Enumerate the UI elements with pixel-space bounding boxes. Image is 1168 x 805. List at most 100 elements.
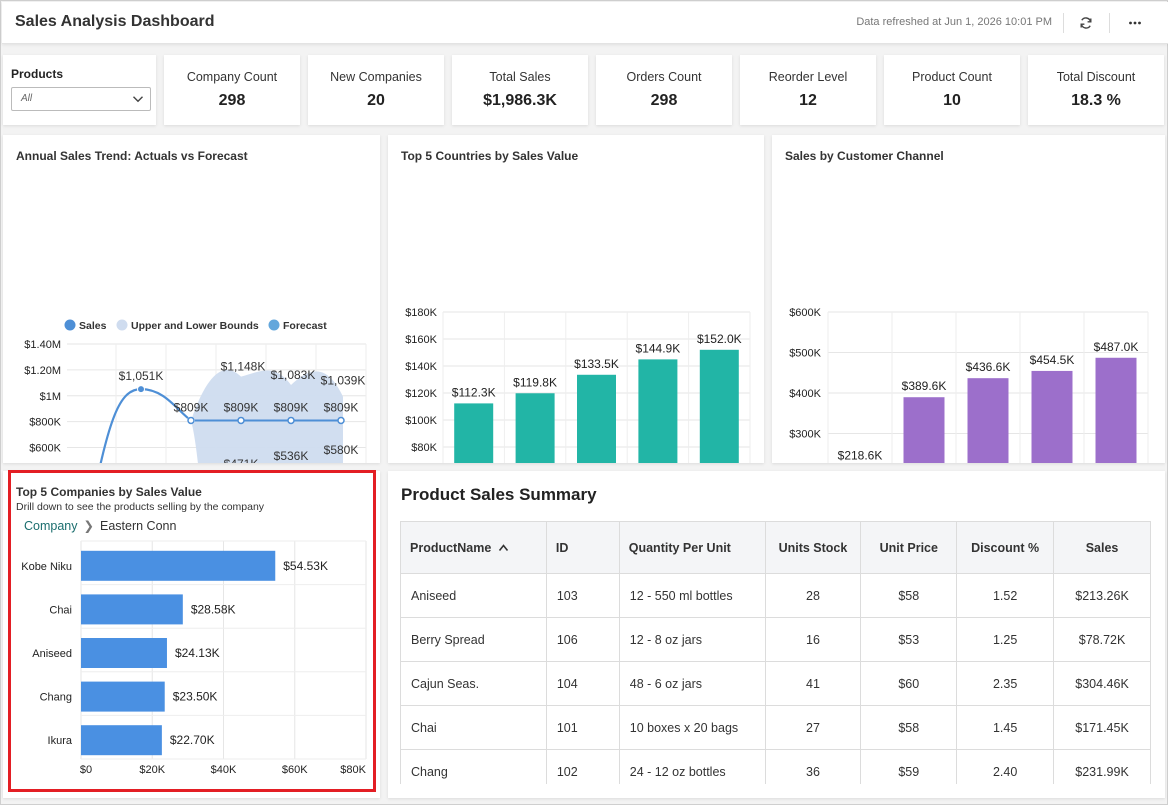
data-label: $133.5K: [574, 357, 619, 371]
cell-discount: 1.25: [956, 617, 1055, 662]
x-tick-label: $0: [80, 764, 92, 776]
kpi-label: Orders Count: [626, 70, 702, 84]
table-title: Product Sales Summary: [401, 485, 597, 504]
kpi-card-company-count: Company Count 298: [164, 55, 300, 125]
cell-quantity-per-unit: 24 - 12 oz bottles: [618, 749, 766, 784]
kpi-card-orders-count: Orders Count 298: [596, 55, 732, 125]
bar: [577, 374, 616, 463]
more-options-button[interactable]: [1123, 11, 1147, 35]
y-tick-label: $300K: [789, 429, 821, 441]
table-row[interactable]: Cajun Seas. 104 48 - 6 oz jars 41 $60 2.…: [400, 661, 1151, 706]
x-tick-label: $20K: [139, 764, 165, 776]
top-companies-card: Top 5 Companies by Sales Value Drill dow…: [3, 471, 380, 798]
divider: [1063, 13, 1064, 33]
cell-discount: 1.45: [956, 705, 1055, 750]
bar: [903, 397, 945, 463]
kpi-label: Product Count: [912, 70, 992, 84]
y-tick-label: $500K: [789, 348, 821, 360]
data-label: $809K: [224, 400, 259, 414]
cell-product-name: Aniseed: [400, 573, 547, 618]
cell-sales: $171.45K: [1053, 705, 1151, 750]
product-sales-summary-card: Product Sales Summary ProductName ID Qua…: [388, 471, 1165, 798]
cell-id: 106: [545, 617, 620, 662]
cell-unit-price: $53: [860, 617, 958, 662]
y-tick-label: $1.40M: [24, 339, 61, 351]
table-row[interactable]: Chai 101 10 boxes x 20 bags 27 $58 1.45 …: [400, 705, 1151, 750]
cell-unit-price: $60: [860, 661, 958, 706]
customer-channel-card: Sales by Customer Channel $0$100K$200K$3…: [772, 135, 1165, 463]
cell-units-stock: 16: [764, 617, 862, 662]
forecast-point: [237, 416, 245, 425]
kpi-value: 12: [799, 92, 817, 109]
cell-quantity-per-unit: 12 - 550 ml bottles: [618, 573, 766, 618]
legend-label: Sales: [79, 320, 107, 332]
sales-point: [137, 385, 145, 394]
column-header-units-stock[interactable]: Units Stock: [764, 521, 862, 574]
table-row[interactable]: Chang 102 24 - 12 oz bottles 36 $59 2.40…: [400, 749, 1151, 784]
data-label: $1,148K: [221, 360, 266, 374]
column-header-unit-price[interactable]: Unit Price: [860, 521, 958, 574]
bar: [699, 349, 739, 463]
bar: [81, 725, 162, 756]
cell-discount: 2.40: [956, 749, 1055, 784]
cell-units-stock: 41: [764, 661, 862, 706]
data-label: $144.9K: [636, 341, 681, 355]
bar: [515, 393, 555, 463]
y-tick-label: $140K: [405, 361, 437, 373]
y-tick-label: Ikura: [48, 735, 73, 747]
cell-sales: $213.26K: [1053, 573, 1151, 618]
chart-title: Top 5 Companies by Sales Value: [16, 485, 202, 499]
products-filter-label: Products: [11, 67, 64, 81]
cell-product-name: Chai: [400, 705, 547, 750]
data-label: $119.8K: [513, 375, 557, 389]
data-label: $22.70K: [170, 733, 215, 747]
data-label: $471K: [224, 457, 259, 463]
bar: [1031, 370, 1073, 463]
y-tick-label: $160K: [405, 334, 437, 346]
table-viewport[interactable]: Product Sales Summary ProductName ID Qua…: [388, 471, 1168, 784]
table-row[interactable]: Aniseed 103 12 - 550 ml bottles 28 $58 1…: [400, 573, 1151, 618]
refresh-button[interactable]: [1074, 11, 1098, 35]
column-header-productname[interactable]: ProductName: [400, 521, 547, 574]
bar: [81, 550, 276, 581]
refresh-icon: [1080, 17, 1092, 29]
kpi-value: 10: [943, 92, 961, 109]
y-tick-label: $400K: [789, 388, 821, 400]
cell-quantity-per-unit: 48 - 6 oz jars: [618, 661, 766, 706]
data-label: $389.6K: [902, 379, 947, 393]
top-companies-chart[interactable]: $0 $20K $40K $60K $80K $54.53K Kobe Niku $28.58…: [3, 471, 380, 798]
kpi-value: 20: [367, 92, 385, 109]
forecast-point: [187, 416, 195, 425]
column-header-id[interactable]: ID: [545, 521, 620, 574]
cell-units-stock: 36: [764, 749, 862, 784]
products-dropdown[interactable]: All: [11, 87, 151, 111]
data-label: $152.0K: [697, 332, 742, 346]
products-dropdown-value: All: [21, 93, 33, 104]
y-tick-label: $600K: [29, 443, 61, 455]
kpi-card-product-count: Product Count 10: [884, 55, 1020, 125]
kpi-value: 298: [650, 92, 678, 109]
data-label: $536K: [274, 449, 309, 463]
cell-unit-price: $58: [860, 705, 958, 750]
cell-id: 101: [545, 705, 620, 750]
table-row[interactable]: Berry Spread 106 12 - 8 oz jars 16 $53 1…: [400, 617, 1151, 662]
column-header-sales[interactable]: Sales: [1053, 521, 1151, 574]
kpi-value: 18.3 %: [1071, 92, 1121, 109]
legend-marker: [64, 319, 76, 331]
page-title: Sales Analysis Dashboard: [15, 13, 215, 30]
y-tick-label: Aniseed: [32, 648, 72, 660]
data-label: $1,039K: [321, 374, 366, 388]
data-label: $218.6K: [838, 448, 883, 462]
column-header-discount[interactable]: Discount %: [956, 521, 1055, 574]
data-label: $454.5K: [1030, 353, 1075, 367]
customer-channel-chart[interactable]: $0$100K$200K$300K$400K$500K$600K$218.6KD…: [772, 135, 1165, 463]
kpi-value: $1,986.3K: [483, 92, 557, 109]
cell-sales: $304.46K: [1053, 661, 1151, 706]
cell-units-stock: 28: [764, 573, 862, 618]
column-header-quantity-per-unit[interactable]: Quantity Per Unit: [618, 521, 766, 574]
more-icon: [1129, 21, 1141, 25]
forecast-point: [287, 416, 295, 425]
top-countries-chart[interactable]: $0$20K$40K$60K$80K$100K$120K$140K$160K$1…: [388, 135, 764, 463]
breadcrumb-company-link[interactable]: Company: [24, 519, 78, 533]
